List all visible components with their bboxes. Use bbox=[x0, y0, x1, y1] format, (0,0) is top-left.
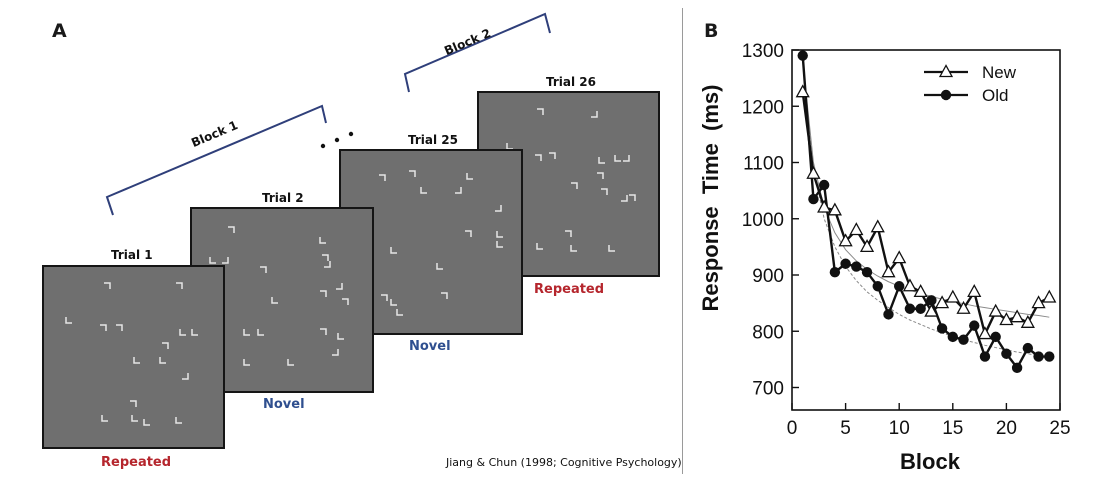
y-tick-label: 900 bbox=[752, 266, 784, 287]
panel-divider bbox=[682, 8, 683, 474]
new-data-point bbox=[1031, 295, 1046, 309]
x-axis-title: Block bbox=[900, 449, 961, 474]
trial-25-stimuli bbox=[379, 170, 503, 316]
panel-b-letter: B bbox=[704, 20, 719, 42]
old-data-point bbox=[840, 258, 851, 269]
new-data-point bbox=[1042, 289, 1057, 303]
block-1-bracket bbox=[105, 104, 327, 216]
trial-25-label: Trial 25 bbox=[408, 133, 458, 147]
new-data-point bbox=[849, 222, 864, 236]
new-data-point bbox=[881, 264, 896, 278]
x-tick-label: 20 bbox=[996, 418, 1017, 439]
legend-old-marker bbox=[940, 89, 952, 101]
old-data-point bbox=[797, 50, 808, 61]
new-data-point bbox=[902, 278, 918, 292]
old-data-point bbox=[969, 320, 980, 331]
stimulus-set bbox=[209, 226, 349, 366]
old-data-point bbox=[1022, 342, 1034, 354]
response-time-chart: 700 800 900 1000 1100 1200 1300 0 5 10 15 20 25 New O… bbox=[698, 41, 1071, 474]
new-data-point bbox=[999, 312, 1014, 326]
citation: Jiang & Chun (1998; Cognitive Psychology… bbox=[446, 456, 682, 469]
trial-1-condition: Repeated bbox=[101, 455, 172, 470]
old-data-point bbox=[1033, 351, 1044, 362]
new-data-point bbox=[870, 219, 885, 233]
new-data-point bbox=[817, 199, 832, 213]
old-data-point bbox=[1001, 348, 1012, 359]
x-tick-label: 0 bbox=[787, 418, 798, 439]
old-data-point bbox=[990, 331, 1001, 343]
y-tick-label: 1300 bbox=[742, 41, 784, 62]
block-2-bracket bbox=[403, 12, 551, 93]
trial-26-label: Trial 26 bbox=[546, 75, 596, 89]
x-tick-label: 25 bbox=[1049, 418, 1070, 439]
new-data-point bbox=[913, 284, 928, 298]
old-data-point bbox=[904, 303, 916, 314]
block-brackets bbox=[105, 12, 551, 216]
new-data-point bbox=[827, 202, 842, 216]
new-data-point bbox=[1020, 314, 1035, 328]
trial-2-condition: Novel bbox=[263, 397, 305, 412]
old-data-point bbox=[872, 281, 883, 292]
new-data-point bbox=[806, 165, 821, 179]
old-data-point bbox=[958, 334, 969, 345]
x-tick-label: 5 bbox=[840, 418, 851, 439]
trial-2-label: Trial 2 bbox=[262, 191, 304, 205]
new-data-point bbox=[859, 239, 875, 253]
panel-a-letter: A bbox=[52, 20, 67, 42]
new-data-point bbox=[977, 326, 993, 340]
old-data-point bbox=[1011, 362, 1023, 374]
new-data-point bbox=[988, 303, 1003, 317]
stimulus-set bbox=[506, 108, 636, 252]
old-data-point bbox=[808, 193, 819, 205]
stimulus-set bbox=[65, 282, 198, 426]
new-data-point bbox=[795, 84, 810, 98]
series-old-fit-curve bbox=[802, 61, 1050, 358]
old-data-point bbox=[926, 295, 937, 306]
y-tick-label: 1200 bbox=[742, 97, 784, 118]
legend-old-label: Old bbox=[982, 86, 1008, 105]
y-tick-label: 1100 bbox=[743, 154, 784, 175]
old-data-point bbox=[894, 281, 905, 292]
new-data-point bbox=[838, 233, 853, 247]
trial-1-stimuli bbox=[65, 282, 198, 426]
legend-new-marker bbox=[938, 64, 954, 78]
old-data-point bbox=[1044, 351, 1055, 362]
x-tick-label: 10 bbox=[889, 418, 910, 439]
new-data-point bbox=[934, 295, 950, 309]
old-data-point bbox=[936, 323, 948, 334]
old-data-point bbox=[829, 266, 841, 278]
x-tick-label: 15 bbox=[942, 418, 963, 439]
trial-1-label: Trial 1 bbox=[111, 248, 153, 262]
new-data-point bbox=[945, 289, 960, 303]
trial-26-stimuli bbox=[506, 108, 636, 252]
old-data-point bbox=[979, 351, 991, 362]
trial-2-stimuli bbox=[209, 226, 349, 366]
new-data-point bbox=[924, 303, 939, 317]
trial-1-screen bbox=[42, 265, 225, 449]
ellipsis-dot bbox=[334, 137, 340, 143]
old-data-point bbox=[861, 266, 873, 278]
new-data-point bbox=[967, 284, 982, 298]
new-data-point bbox=[892, 250, 907, 264]
trial-25-condition: Novel bbox=[409, 339, 451, 354]
legend-new-label: New bbox=[982, 63, 1017, 82]
stimulus-set bbox=[379, 170, 503, 316]
ellipsis-dot bbox=[348, 131, 354, 137]
trial-26-condition: Repeated bbox=[534, 282, 605, 297]
old-data-point bbox=[883, 309, 894, 320]
old-data-point bbox=[915, 303, 926, 314]
y-axis-title: Response Time (ms) bbox=[698, 85, 723, 312]
new-data-point bbox=[1010, 309, 1025, 323]
old-data-point bbox=[947, 331, 958, 343]
plot-frame bbox=[791, 49, 1061, 411]
y-tick-label: 700 bbox=[752, 379, 784, 400]
new-data-point bbox=[956, 300, 971, 314]
y-tick-label: 800 bbox=[752, 322, 784, 343]
ellipsis-dot bbox=[320, 143, 326, 149]
old-data-point bbox=[851, 261, 862, 272]
series-new-fit-curve bbox=[802, 61, 1050, 318]
y-tick-label: 1000 bbox=[742, 210, 784, 231]
old-data-point bbox=[818, 179, 830, 191]
